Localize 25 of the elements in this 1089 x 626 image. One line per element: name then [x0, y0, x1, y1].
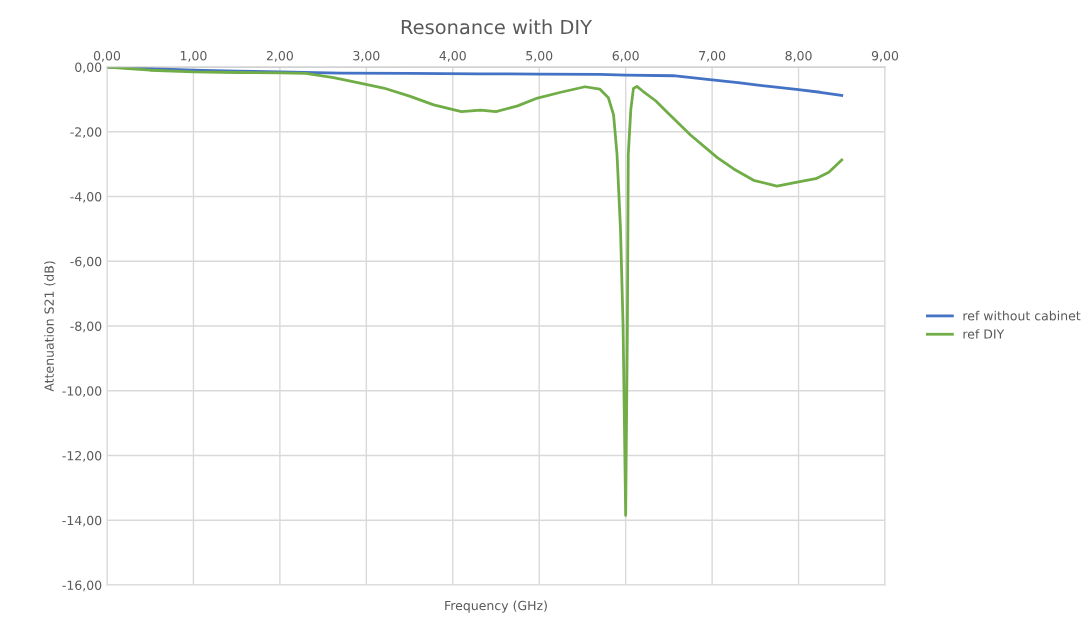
y-tick-label: -14,00 [62, 515, 102, 527]
y-tick-label: -4,00 [70, 191, 102, 203]
x-tick-label: 6,00 [612, 50, 639, 62]
x-tick-label: 7,00 [699, 50, 726, 62]
y-axis-title: Attenuation S21 (dB) [44, 261, 56, 392]
y-tick-label: -16,00 [62, 580, 102, 592]
x-tick-label: 5,00 [526, 50, 553, 62]
x-tick-label: 4,00 [439, 50, 466, 62]
y-tick-label: -8,00 [70, 321, 102, 333]
y-tick-label: -6,00 [70, 256, 102, 268]
legend-label: ref DIY [963, 329, 1005, 339]
line-series [107, 67, 844, 517]
x-axis-title: Frequency (GHz) [445, 600, 547, 613]
x-tick-label: 8,00 [785, 50, 812, 62]
y-tick-label: -2,00 [70, 127, 102, 138]
chart-title: Resonance with DIY [401, 19, 593, 35]
x-tick-label: 0,00 [93, 50, 121, 62]
x-tick-label: 9,00 [871, 50, 899, 62]
legend-label: ref without cabinet [963, 310, 1081, 321]
y-tick-label: 0,00 [75, 62, 102, 74]
x-tick-label: 3,00 [353, 50, 380, 62]
y-tick-label: -12,00 [62, 450, 102, 462]
x-tick-label: 1,00 [180, 50, 207, 62]
x-tick-label: 2,00 [266, 50, 293, 62]
y-tick-label: -10,00 [62, 386, 102, 397]
